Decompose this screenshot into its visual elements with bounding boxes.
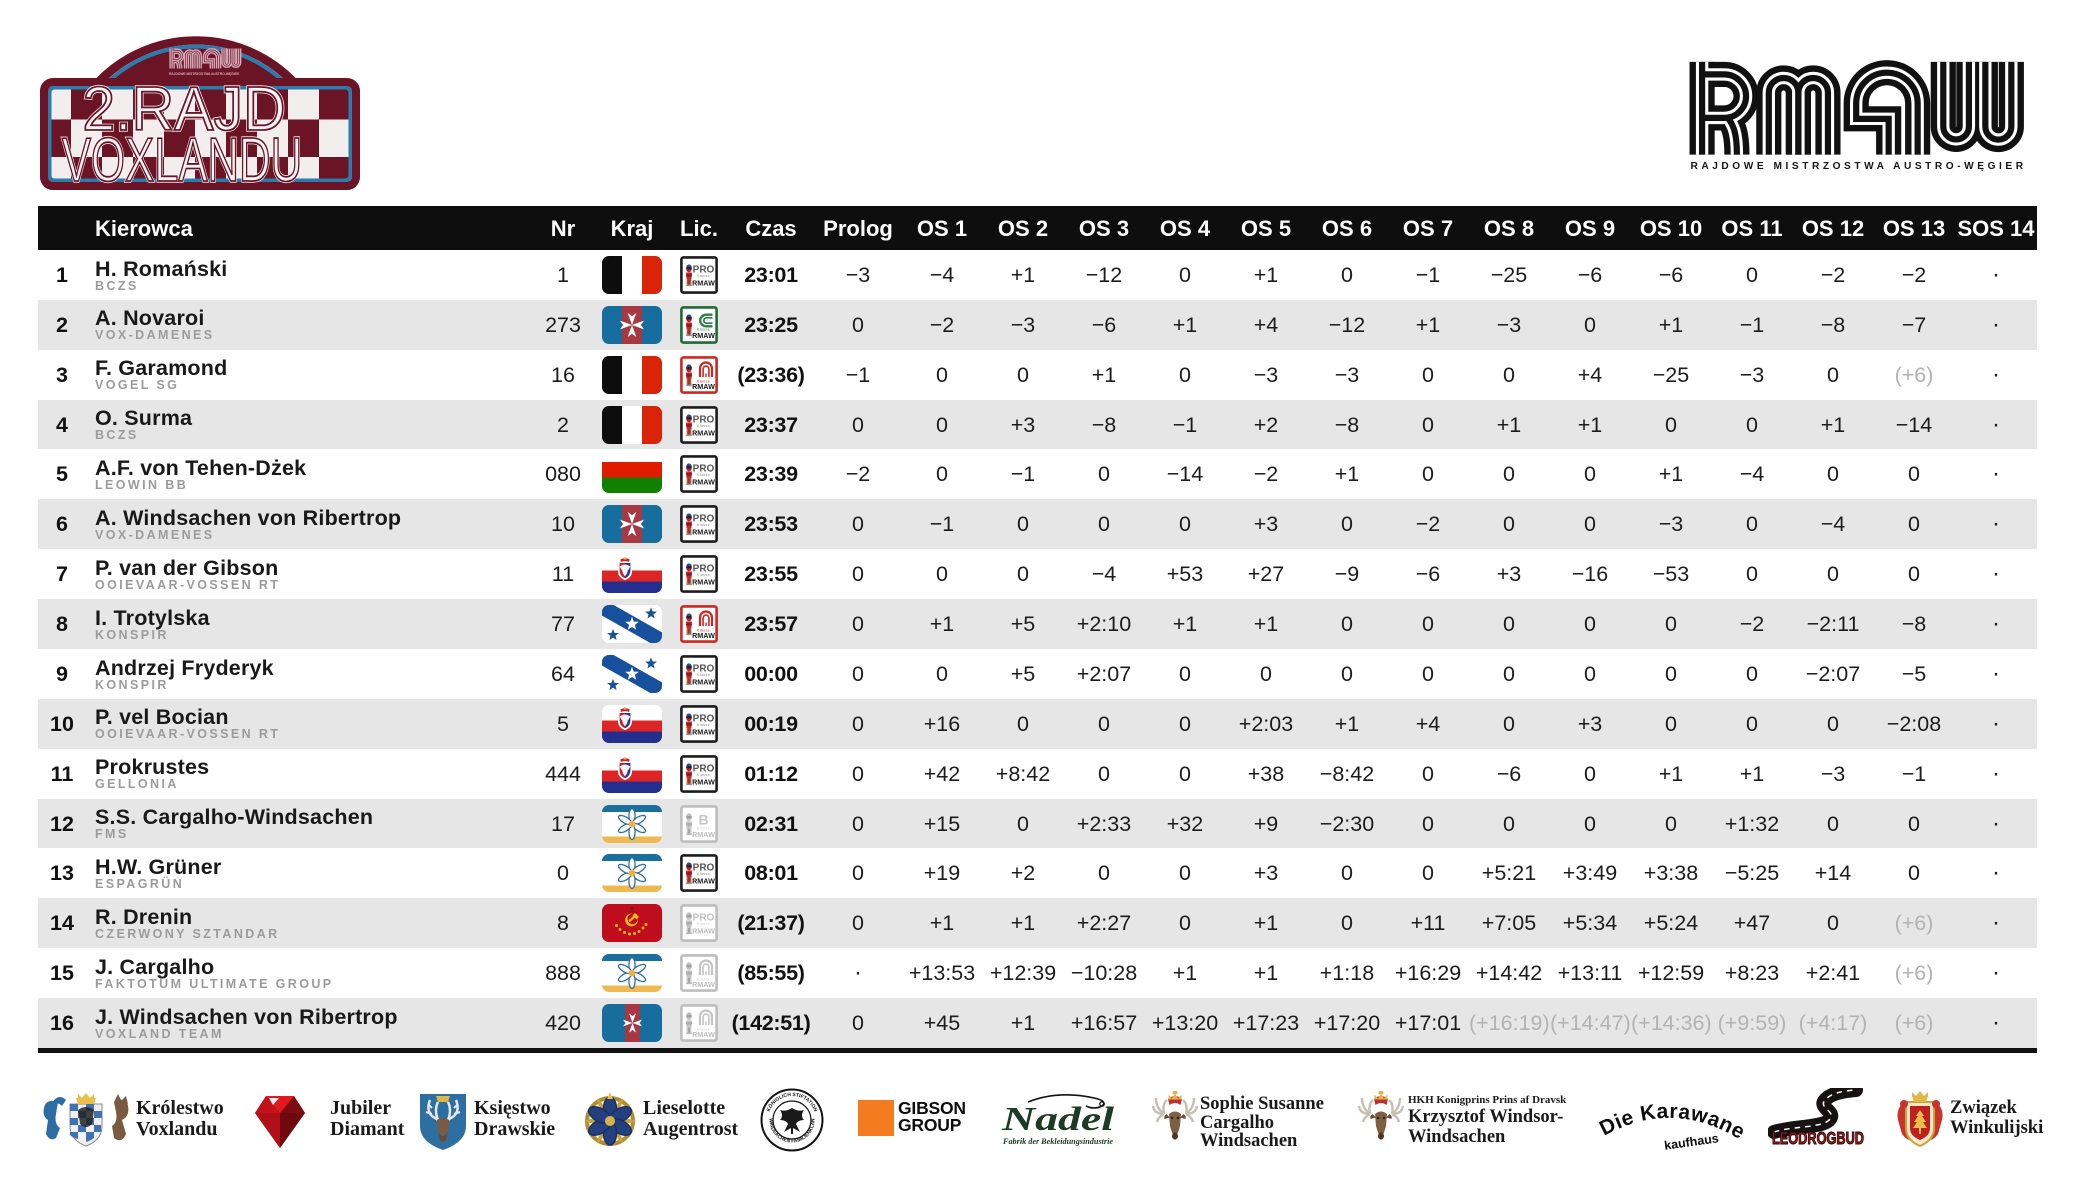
svg-text:RMAW: RMAW xyxy=(692,927,715,936)
svg-text:RMAW: RMAW xyxy=(692,578,715,587)
svg-text:PRO: PRO xyxy=(693,564,715,575)
svg-text:Klasse: Klasse xyxy=(697,379,710,383)
svg-text:PRO: PRO xyxy=(693,763,715,774)
svg-text:Klasse: Klasse xyxy=(697,327,710,331)
svg-text:Klasse: Klasse xyxy=(697,772,710,776)
svg-text:RMAW: RMAW xyxy=(692,830,715,839)
svg-text:Klasse: Klasse xyxy=(697,423,710,427)
svg-text:PRO: PRO xyxy=(693,414,715,425)
svg-text:Klasse: Klasse xyxy=(697,872,710,876)
svg-text:LEODROGBUD: LEODROGBUD xyxy=(1772,1128,1864,1148)
svg-text:Klasse: Klasse xyxy=(697,274,710,278)
svg-text:Klasse: Klasse xyxy=(697,723,710,727)
svg-text:Klasse: Klasse xyxy=(697,628,710,632)
svg-text:RMAW: RMAW xyxy=(692,528,715,537)
svg-text:Klasse: Klasse xyxy=(697,978,710,982)
svg-text:VOXLANDU: VOXLANDU xyxy=(62,125,302,194)
svg-text:B: B xyxy=(698,811,708,827)
svg-text:kaufhaus: kaufhaus xyxy=(1663,1131,1719,1152)
svg-text:Klasse: Klasse xyxy=(697,922,710,926)
svg-text:RMAW: RMAW xyxy=(692,279,715,288)
svg-text:PRO: PRO xyxy=(693,514,715,525)
svg-text:Fabrik der Bekleidungsindustri: Fabrik der Bekleidungsindustrie xyxy=(1002,1136,1113,1146)
svg-text:PRO: PRO xyxy=(693,913,715,924)
svg-text:RMAW: RMAW xyxy=(692,777,715,786)
svg-text:Klasse: Klasse xyxy=(697,1027,710,1031)
svg-text:2.RAJD: 2.RAJD xyxy=(82,74,285,144)
svg-text:RMAW: RMAW xyxy=(692,331,715,340)
svg-text:RMAW: RMAW xyxy=(692,1030,715,1039)
svg-text:PRO: PRO xyxy=(693,464,715,475)
svg-text:Klasse: Klasse xyxy=(697,523,710,527)
svg-text:RAJDOWE MISTRZOSTWA AUSTRO-WĘG: RAJDOWE MISTRZOSTWA AUSTRO-WĘGIER xyxy=(169,72,239,76)
svg-text:PRO: PRO xyxy=(693,863,715,874)
svg-text:2.RAJD: 2.RAJD xyxy=(82,74,285,144)
svg-text:PRO: PRO xyxy=(693,713,715,724)
svg-text:Klasse: Klasse xyxy=(697,473,710,477)
svg-text:RMAW: RMAW xyxy=(692,727,715,736)
svg-text:PRO: PRO xyxy=(693,663,715,674)
svg-text:VOXLANDU: VOXLANDU xyxy=(62,125,302,194)
svg-text:RMAW: RMAW xyxy=(692,877,715,886)
svg-text:RMAW: RMAW xyxy=(692,382,715,391)
svg-text:RMAW: RMAW xyxy=(692,478,715,487)
svg-text:PRO: PRO xyxy=(693,265,715,276)
svg-text:RAJDOWE MISTRZOSTWA AUSTRO-WĘG: RAJDOWE MISTRZOSTWA AUSTRO-WĘGIER xyxy=(1691,161,2024,172)
svg-text:RMAW: RMAW xyxy=(692,677,715,686)
svg-text:RMAW: RMAW xyxy=(692,980,715,989)
svg-text:Klasse: Klasse xyxy=(697,673,710,677)
svg-text:RMAW: RMAW xyxy=(692,428,715,437)
svg-text:Nadel: Nadel xyxy=(1001,1101,1115,1138)
svg-text:Klasse: Klasse xyxy=(697,826,710,830)
svg-text:RMAW: RMAW xyxy=(692,631,715,640)
svg-text:Klasse: Klasse xyxy=(697,573,710,577)
